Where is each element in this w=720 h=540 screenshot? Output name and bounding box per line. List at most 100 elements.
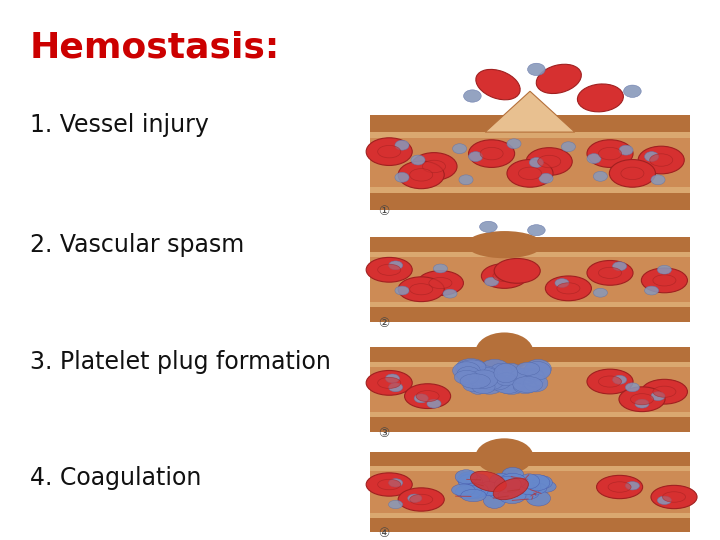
Ellipse shape	[521, 368, 544, 381]
FancyBboxPatch shape	[575, 115, 690, 132]
FancyBboxPatch shape	[370, 452, 690, 532]
Ellipse shape	[644, 286, 659, 295]
Ellipse shape	[587, 153, 601, 164]
FancyBboxPatch shape	[370, 132, 690, 138]
FancyBboxPatch shape	[370, 115, 690, 210]
Ellipse shape	[410, 494, 433, 505]
Ellipse shape	[555, 279, 569, 287]
Ellipse shape	[389, 261, 402, 270]
Ellipse shape	[598, 376, 621, 387]
Ellipse shape	[532, 476, 552, 489]
Ellipse shape	[490, 473, 513, 489]
Polygon shape	[485, 91, 575, 132]
Ellipse shape	[653, 386, 676, 397]
FancyBboxPatch shape	[370, 115, 690, 132]
Ellipse shape	[476, 333, 534, 371]
Ellipse shape	[642, 379, 688, 404]
Ellipse shape	[395, 140, 409, 150]
Ellipse shape	[651, 392, 665, 401]
Ellipse shape	[490, 363, 512, 379]
Ellipse shape	[485, 278, 499, 286]
Ellipse shape	[459, 474, 482, 489]
Ellipse shape	[466, 231, 543, 258]
Ellipse shape	[504, 481, 527, 493]
Ellipse shape	[518, 167, 541, 180]
Ellipse shape	[416, 390, 439, 402]
Ellipse shape	[398, 277, 444, 302]
Ellipse shape	[498, 381, 525, 394]
Ellipse shape	[482, 375, 510, 390]
Ellipse shape	[653, 275, 676, 286]
Ellipse shape	[642, 268, 688, 293]
Text: ②: ②	[378, 317, 390, 330]
Ellipse shape	[587, 260, 633, 285]
Ellipse shape	[414, 394, 428, 403]
Ellipse shape	[493, 478, 528, 500]
Text: Hemostasis:: Hemostasis:	[30, 30, 280, 64]
Ellipse shape	[469, 140, 515, 167]
FancyBboxPatch shape	[370, 347, 690, 362]
Ellipse shape	[587, 369, 633, 394]
Ellipse shape	[528, 225, 545, 236]
Ellipse shape	[545, 276, 591, 301]
Ellipse shape	[465, 482, 488, 498]
Ellipse shape	[476, 438, 534, 474]
Ellipse shape	[418, 271, 464, 295]
Ellipse shape	[408, 494, 422, 502]
Ellipse shape	[410, 284, 433, 295]
Ellipse shape	[513, 376, 543, 393]
Ellipse shape	[635, 399, 649, 408]
FancyBboxPatch shape	[370, 187, 690, 193]
Ellipse shape	[457, 472, 481, 487]
Ellipse shape	[366, 138, 413, 165]
Ellipse shape	[453, 362, 480, 380]
Ellipse shape	[495, 476, 521, 492]
Ellipse shape	[515, 487, 539, 500]
Ellipse shape	[463, 377, 483, 392]
Ellipse shape	[481, 359, 509, 376]
Ellipse shape	[651, 485, 697, 509]
Ellipse shape	[463, 485, 485, 499]
FancyBboxPatch shape	[370, 115, 485, 132]
Ellipse shape	[480, 221, 498, 232]
Ellipse shape	[619, 387, 665, 411]
FancyBboxPatch shape	[370, 252, 690, 258]
Ellipse shape	[469, 370, 498, 388]
FancyBboxPatch shape	[370, 518, 690, 532]
Ellipse shape	[366, 258, 413, 282]
Ellipse shape	[456, 367, 480, 382]
Ellipse shape	[389, 478, 402, 487]
Ellipse shape	[496, 373, 516, 386]
Text: ③: ③	[378, 427, 390, 440]
Ellipse shape	[378, 480, 401, 490]
FancyBboxPatch shape	[370, 417, 690, 432]
FancyBboxPatch shape	[370, 193, 690, 210]
Ellipse shape	[483, 492, 505, 509]
Ellipse shape	[482, 481, 505, 496]
Ellipse shape	[389, 501, 402, 509]
Ellipse shape	[494, 259, 540, 284]
Text: 1. Vessel injury: 1. Vessel injury	[30, 113, 209, 137]
Ellipse shape	[468, 376, 488, 394]
Ellipse shape	[638, 146, 684, 174]
Text: 2. Vascular spasm: 2. Vascular spasm	[30, 233, 244, 257]
Ellipse shape	[457, 360, 486, 374]
Ellipse shape	[480, 147, 503, 160]
Ellipse shape	[488, 485, 513, 499]
Ellipse shape	[453, 144, 467, 153]
Ellipse shape	[608, 482, 631, 492]
Ellipse shape	[562, 142, 575, 152]
Ellipse shape	[587, 140, 633, 167]
Ellipse shape	[398, 488, 444, 511]
Ellipse shape	[519, 377, 541, 391]
Ellipse shape	[429, 278, 452, 288]
Ellipse shape	[427, 399, 441, 408]
Ellipse shape	[524, 361, 551, 380]
Ellipse shape	[482, 264, 528, 288]
Ellipse shape	[577, 84, 624, 112]
Ellipse shape	[451, 484, 475, 496]
Ellipse shape	[557, 283, 580, 294]
Ellipse shape	[366, 370, 413, 395]
Ellipse shape	[624, 85, 642, 97]
Ellipse shape	[469, 152, 482, 161]
